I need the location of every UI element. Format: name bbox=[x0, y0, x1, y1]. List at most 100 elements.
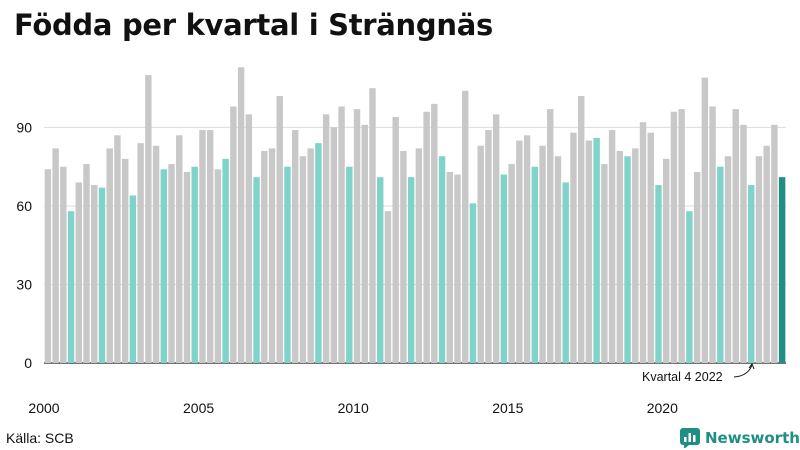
bar bbox=[199, 130, 206, 363]
bar bbox=[400, 150, 407, 363]
bar bbox=[322, 114, 330, 363]
bar bbox=[191, 166, 198, 363]
x-tick-label: 2005 bbox=[183, 400, 214, 416]
y-tick-label: 60 bbox=[16, 198, 32, 214]
bar bbox=[724, 156, 732, 363]
bar bbox=[291, 130, 299, 363]
bar bbox=[492, 114, 500, 363]
bar bbox=[593, 137, 600, 363]
bar bbox=[75, 182, 82, 363]
bar bbox=[500, 174, 508, 363]
bar bbox=[106, 148, 113, 363]
bar bbox=[121, 158, 129, 363]
bar bbox=[60, 166, 67, 363]
bar bbox=[485, 130, 492, 363]
bar bbox=[369, 88, 376, 364]
bar bbox=[686, 211, 693, 363]
bar bbox=[423, 111, 430, 363]
gridlines bbox=[44, 126, 786, 364]
bar bbox=[678, 109, 685, 363]
bar bbox=[276, 96, 283, 363]
bar bbox=[547, 109, 554, 363]
bar bbox=[91, 185, 98, 363]
bar bbox=[98, 187, 106, 363]
bar bbox=[315, 143, 322, 363]
y-tick-label: 0 bbox=[24, 355, 32, 371]
bar bbox=[601, 164, 608, 363]
bar bbox=[137, 143, 144, 363]
bar bbox=[647, 132, 654, 363]
bar bbox=[693, 171, 701, 363]
bar bbox=[206, 130, 214, 363]
bar bbox=[67, 211, 75, 363]
bar bbox=[183, 171, 191, 363]
bar bbox=[353, 109, 361, 363]
chart-title: Födda per kvartal i Strängnäs bbox=[14, 8, 493, 42]
brand-logo[interactable]: Newsworthy bbox=[680, 427, 800, 449]
annotation-label: Kvartal 4 2022 bbox=[642, 370, 723, 384]
bar bbox=[338, 106, 345, 363]
bar bbox=[44, 169, 52, 363]
bar bbox=[469, 203, 477, 363]
bar bbox=[632, 148, 639, 363]
bar bbox=[284, 166, 291, 363]
bar bbox=[462, 90, 469, 363]
bar bbox=[214, 169, 222, 363]
bar bbox=[701, 77, 709, 363]
bar bbox=[145, 75, 152, 363]
bar bbox=[307, 148, 314, 363]
bar bbox=[771, 124, 778, 363]
x-axis: 2000 2005 2010 2015 2020 bbox=[28, 400, 678, 416]
bar bbox=[431, 103, 438, 363]
bar-chart-logo-icon bbox=[680, 428, 700, 448]
bar bbox=[531, 166, 539, 363]
bar bbox=[554, 156, 562, 363]
annotation-arrow-head bbox=[748, 362, 755, 370]
bar bbox=[361, 124, 368, 363]
bar bbox=[639, 122, 647, 363]
x-tick-label: 2015 bbox=[492, 400, 523, 416]
bar bbox=[516, 140, 523, 363]
bar bbox=[577, 96, 585, 363]
bar bbox=[454, 174, 461, 363]
y-axis: 0 30 60 90 bbox=[16, 119, 32, 371]
y-tick-label: 30 bbox=[16, 276, 32, 292]
x-tick-label: 2010 bbox=[338, 400, 369, 416]
brand-name: Newsworthy bbox=[705, 429, 800, 447]
bars bbox=[44, 67, 786, 364]
bar bbox=[446, 171, 453, 363]
bar bbox=[160, 169, 168, 363]
bar bbox=[585, 140, 593, 363]
source-note: Källa: SCB bbox=[6, 430, 74, 446]
bar bbox=[755, 156, 763, 363]
annotation-arrow bbox=[733, 364, 753, 378]
y-tick-label: 90 bbox=[16, 119, 32, 135]
bar bbox=[384, 211, 392, 363]
bar bbox=[438, 156, 446, 363]
bar bbox=[268, 148, 276, 363]
bar bbox=[608, 130, 616, 363]
bar bbox=[407, 177, 415, 363]
bar bbox=[477, 145, 484, 363]
bar bbox=[83, 164, 90, 363]
bar bbox=[717, 166, 724, 363]
bar bbox=[539, 145, 546, 363]
bar bbox=[346, 166, 353, 363]
bar bbox=[52, 148, 59, 363]
bar bbox=[114, 135, 121, 363]
bar bbox=[245, 114, 253, 363]
bar bbox=[508, 164, 515, 363]
bar bbox=[709, 106, 716, 363]
bar bbox=[616, 150, 624, 363]
bar bbox=[377, 177, 384, 363]
bar bbox=[778, 177, 786, 363]
bar bbox=[253, 177, 260, 363]
bar bbox=[624, 156, 631, 363]
bar bbox=[562, 182, 569, 363]
bar bbox=[523, 135, 531, 363]
bar bbox=[392, 116, 399, 363]
bar bbox=[763, 145, 770, 363]
bar bbox=[732, 109, 739, 363]
bar bbox=[670, 111, 678, 363]
